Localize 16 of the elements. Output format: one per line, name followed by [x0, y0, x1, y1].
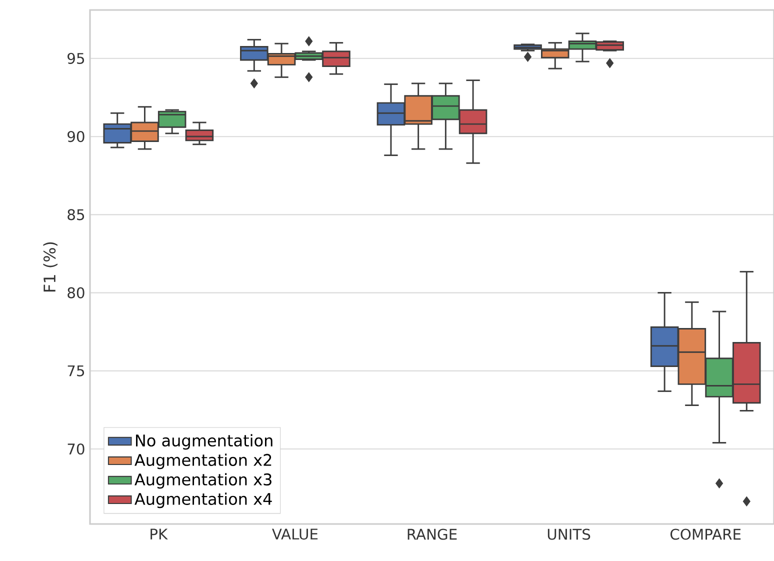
x-tick-label: COMPARE [670, 528, 741, 540]
legend-label: Augmentation x4 [134, 492, 272, 508]
legend-label: No augmentation [136, 434, 272, 450]
x-tick-label: VALUE [272, 528, 318, 540]
y-tick-label: 75 [68, 365, 84, 376]
legend-label: Augmentation x3 [134, 473, 272, 489]
y-tick-label: 95 [68, 52, 84, 64]
y-tick-label: 70 [68, 443, 84, 455]
x-tick-label: RANGE [408, 528, 457, 540]
y-tick-label: 80 [68, 287, 84, 298]
x-tick-label: PK [150, 528, 168, 540]
y-axis-title: F1 (%) [43, 242, 58, 292]
legend-label: Augmentation x2 [134, 454, 272, 470]
x-tick-label: UNITS [548, 528, 590, 540]
y-tick-label: 85 [68, 209, 84, 220]
y-tick-label: 90 [68, 131, 84, 142]
